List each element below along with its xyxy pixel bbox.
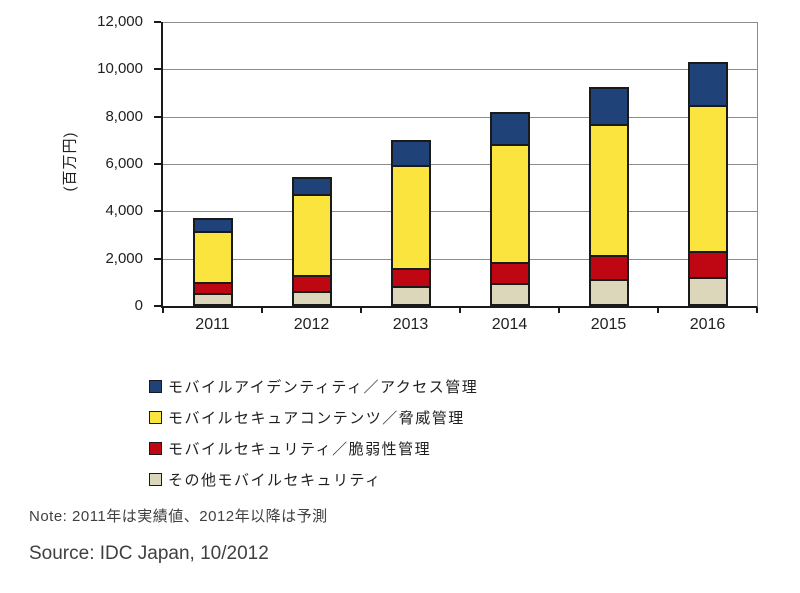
plot-area <box>154 21 758 313</box>
gridline <box>163 164 757 165</box>
bar-segment <box>689 253 726 278</box>
stacked-bar <box>489 111 530 306</box>
x-tick-label: 2016 <box>689 316 726 333</box>
legend-swatch <box>149 380 162 393</box>
x-axis-tick <box>756 308 758 313</box>
bar-segment <box>491 113 528 145</box>
bar-segment <box>293 196 330 275</box>
y-axis-tick <box>154 257 161 260</box>
legend-swatch <box>149 411 162 424</box>
y-axis-tick <box>154 68 161 71</box>
y-tick-label: 4,000 <box>105 202 143 220</box>
x-axis-tick <box>657 308 659 313</box>
bar-segment <box>194 232 231 283</box>
stacked-bar <box>390 140 431 306</box>
gridline <box>163 116 757 118</box>
legend-swatch <box>149 442 162 455</box>
x-axis-tick <box>558 308 560 313</box>
stacked-bar <box>687 62 728 306</box>
y-tick-label: 10,000 <box>97 60 143 78</box>
bar-segment <box>194 284 231 293</box>
bar-segment <box>194 294 231 305</box>
bar-segment <box>293 179 330 195</box>
x-tick-label: 2015 <box>590 316 627 333</box>
y-axis-tick <box>154 115 161 118</box>
stacked-bar <box>588 87 629 306</box>
bar-segment <box>392 288 429 304</box>
y-axis-tick <box>154 305 161 307</box>
y-tick-label: 12,000 <box>97 13 143 30</box>
bar-segment <box>392 166 429 268</box>
y-tick-label: 8,000 <box>105 107 143 125</box>
y-axis-tick <box>154 163 161 165</box>
bar-segment <box>590 281 627 304</box>
bar-segment <box>590 126 627 255</box>
legend-label: モバイルセキュアコンテンツ／脅威管理 <box>168 410 465 427</box>
gridline <box>163 22 757 23</box>
y-tick-label: 0 <box>134 297 143 314</box>
bar-segment <box>392 269 429 287</box>
x-tick-label: 2013 <box>392 316 429 333</box>
note-text: Note: 2011年は実績値、2012年以降は予測 <box>29 508 328 525</box>
x-tick-label: 2014 <box>491 316 528 333</box>
legend-row: モバイルセキュアコンテンツ／脅威管理 <box>149 402 478 433</box>
x-tick-label: 2011 <box>195 316 230 333</box>
legend-swatch <box>149 473 162 486</box>
legend-row: その他モバイルセキュリティ <box>149 464 478 495</box>
bar-segment <box>590 256 627 280</box>
legend: モバイルアイデンティティ／アクセス管理 モバイルセキュアコンテンツ／脅威管理 モバイ… <box>149 371 478 495</box>
x-axis-tick <box>261 308 263 313</box>
bar-segment <box>491 263 528 283</box>
bar-segment <box>590 89 627 125</box>
bar-segment <box>491 146 528 262</box>
bar-segment <box>293 293 330 304</box>
bar-segment <box>194 220 231 231</box>
bar-segment <box>689 64 726 106</box>
x-axis-tick <box>360 308 362 313</box>
bar-segment <box>293 276 330 292</box>
bar-segment <box>689 107 726 252</box>
bar-segment <box>689 279 726 305</box>
gridline <box>163 211 757 213</box>
legend-row: モバイルセキュリティ／脆弱性管理 <box>149 433 478 464</box>
legend-row: モバイルアイデンティティ／アクセス管理 <box>149 371 478 402</box>
source-text: Source: IDC Japan, 10/2012 <box>29 543 269 564</box>
y-tick-label: 6,000 <box>105 155 143 172</box>
x-axis-tick <box>459 308 461 313</box>
y-axis-tick <box>154 210 161 213</box>
stacked-bar <box>192 218 233 306</box>
x-tick-label: 2012 <box>293 316 330 333</box>
y-axis-tick <box>154 21 161 23</box>
y-tick-label: 2,000 <box>105 249 143 267</box>
bar-segment <box>491 284 528 304</box>
legend-label: モバイルセキュリティ／脆弱性管理 <box>168 441 432 458</box>
x-axis-tick <box>162 308 164 313</box>
legend-label: モバイルアイデンティティ／アクセス管理 <box>168 379 479 396</box>
legend-label: その他モバイルセキュリティ <box>168 472 382 489</box>
bar-segment <box>392 142 429 165</box>
gridline <box>163 69 757 71</box>
gridline <box>163 258 757 260</box>
stacked-bar <box>291 177 332 306</box>
